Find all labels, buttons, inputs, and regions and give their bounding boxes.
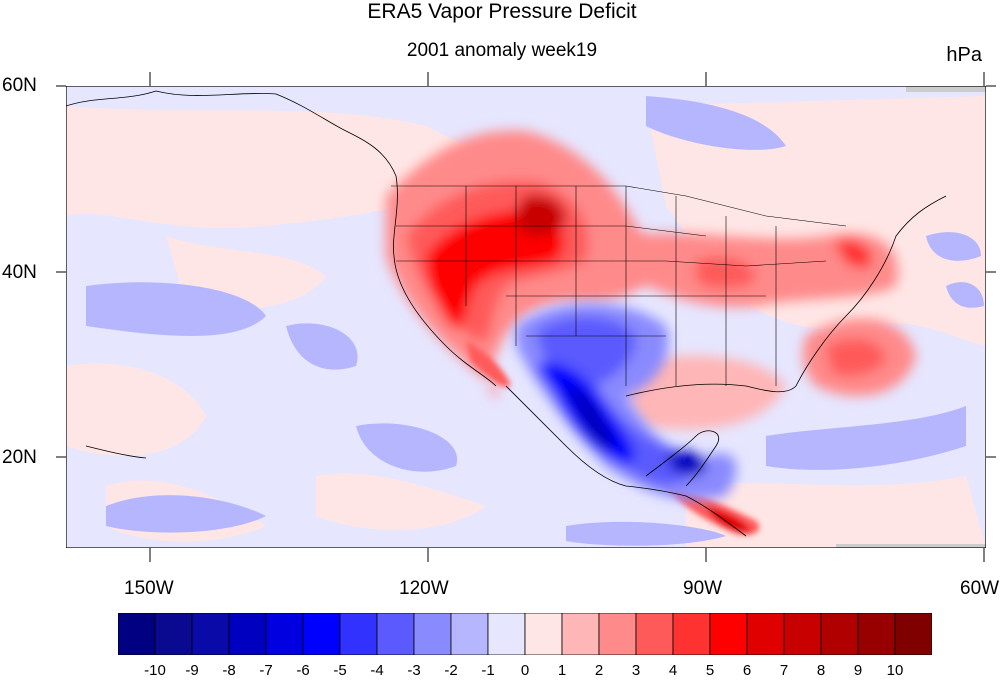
colorbar-swatch: [672, 613, 711, 655]
colorbar-tick-label: -2: [444, 662, 458, 679]
colorbar-swatch: [857, 613, 896, 655]
colorbar-swatch: [524, 613, 563, 655]
colorbar-tick-label: 10: [886, 662, 904, 679]
colorbar-tick-label: 9: [853, 662, 863, 679]
lat-label-60n: 60N: [2, 75, 37, 96]
lon-label-90w: 90W: [683, 578, 723, 599]
missing-data-strip: [836, 86, 986, 548]
colorbar-tick-label: 1: [557, 662, 567, 679]
lon-label-120w: 120W: [399, 578, 449, 599]
colorbar-tick-label: 7: [779, 662, 789, 679]
positive-anomaly-east: [624, 233, 916, 430]
weak-negative-anomaly: [86, 96, 984, 546]
colorbar-tick-label: -9: [185, 662, 199, 679]
colorbar-swatch: [191, 613, 230, 655]
colorbar-swatch: [783, 613, 822, 655]
colorbar-tick-label: 0: [520, 662, 530, 679]
colorbar-swatch: [339, 613, 378, 655]
lon-label-60w: 60W: [960, 578, 1000, 599]
colorbar-tick-label: 8: [816, 662, 826, 679]
colorbar-swatch: [413, 613, 452, 655]
colorbar-tick-label: -6: [296, 662, 310, 679]
colorbar-tick-label: -3: [407, 662, 421, 679]
colorbar-swatch: [635, 613, 674, 655]
colorbar-swatch: [894, 613, 932, 655]
map-plot-area: [66, 86, 986, 548]
lat-label-40n: 40N: [2, 262, 37, 283]
colorbar-swatch: [561, 613, 600, 655]
lon-label-150w: 150W: [124, 578, 174, 599]
colorbar-tick-label: -5: [333, 662, 347, 679]
units-label: hPa: [946, 44, 982, 66]
colorbar-swatch: [450, 613, 489, 655]
colorbar-tick-label: -10: [144, 662, 166, 679]
map-title: ERA5 Vapor Pressure Deficit: [367, 0, 637, 23]
lat-label-20n: 20N: [2, 447, 37, 468]
negative-anomaly-mexico: [516, 303, 737, 500]
colorbar-tick-label: -1: [481, 662, 495, 679]
map-subtitle: 2001 anomaly week19: [406, 40, 598, 61]
colorbar-swatch: [265, 613, 304, 655]
colorbar-tick-label: 6: [742, 662, 752, 679]
colorbar-tick-label: 3: [631, 662, 641, 679]
colorbar-swatch: [118, 613, 156, 655]
colorbar-tick-label: -7: [259, 662, 273, 679]
state-borders: [391, 185, 847, 386]
positive-anomaly-baja: [466, 341, 511, 387]
colorbar-swatch: [487, 613, 526, 655]
colorbar-swatch: [709, 613, 748, 655]
colorbar-swatch: [228, 613, 267, 655]
colorbar-tick-label: 5: [705, 662, 715, 679]
colorbar-tick-label: 2: [594, 662, 604, 679]
colorbar-swatch: [376, 613, 415, 655]
coastlines: [66, 90, 947, 537]
colorbar-swatch: [820, 613, 859, 655]
colorbar-swatch: [302, 613, 341, 655]
colorbar-tick-label: -4: [370, 662, 384, 679]
colorbar-swatch: [746, 613, 785, 655]
colorbar-tick-label: -8: [222, 662, 236, 679]
anomaly-map: [66, 86, 986, 548]
colorbar-swatch: [154, 613, 193, 655]
colorbar-swatch: [598, 613, 637, 655]
colorbar-tick-label: 4: [668, 662, 678, 679]
colorbar: [118, 613, 932, 655]
